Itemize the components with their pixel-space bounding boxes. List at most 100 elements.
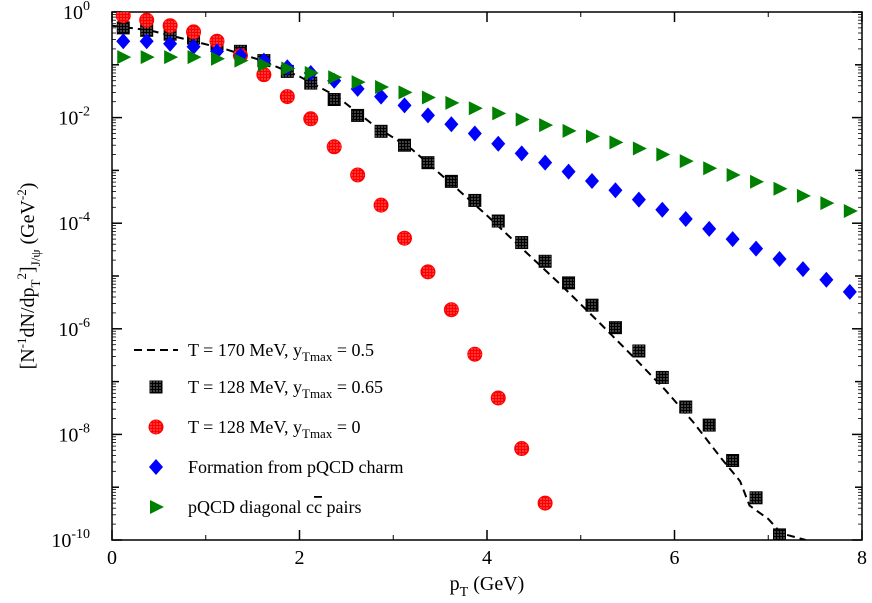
legend-item: Formation from pQCD charm: [149, 457, 403, 477]
data-point: [420, 107, 435, 124]
legend-label: T = 128 MeV, yTmax = 0: [188, 417, 360, 441]
series-circle-dotted: [115, 12, 553, 511]
data-point: [421, 156, 435, 170]
data-point: [679, 154, 694, 169]
data-point: [726, 167, 741, 182]
data-point: [538, 154, 553, 171]
legend-item: T = 128 MeV, yTmax = 0.65: [149, 377, 383, 401]
data-point: [586, 129, 600, 144]
data-point: [351, 75, 366, 90]
data-point: [116, 21, 130, 35]
data-point: [350, 167, 366, 183]
data-point: [537, 495, 553, 511]
data-point: [327, 93, 341, 107]
data-point: [116, 33, 131, 50]
data-point: [609, 135, 624, 150]
y-tick-label: 10-8: [58, 421, 90, 446]
data-point: [749, 240, 764, 257]
data-point: [631, 191, 646, 208]
data-point: [140, 50, 155, 65]
data-point: [490, 390, 506, 406]
x-axis-ticks: 0 2 4 6 8: [107, 12, 867, 569]
data-point: [562, 276, 576, 290]
data-point: [351, 108, 365, 122]
data-point: [162, 18, 178, 34]
data-point: [702, 418, 716, 432]
legend-item: T = 128 MeV, yTmax = 0: [148, 417, 360, 441]
data-point: [703, 161, 718, 176]
data-point: [115, 12, 131, 24]
data-point: [468, 193, 482, 207]
data-point: [726, 454, 740, 468]
data-point: [374, 124, 388, 138]
data-point: [397, 97, 412, 114]
data-point: [397, 230, 412, 246]
legend-swatch: [149, 459, 163, 475]
data-point: [117, 50, 132, 65]
data-point: [281, 61, 296, 76]
legend-label: T = 170 MeV, yTmax = 0.5: [188, 340, 374, 364]
data-point: [443, 302, 459, 318]
data-point: [163, 35, 178, 52]
data-point: [328, 70, 343, 85]
y-tick-label: 10-6: [58, 316, 90, 341]
data-point: [538, 254, 552, 268]
legend-swatch: [149, 380, 163, 394]
data-point: [398, 85, 413, 100]
data-point: [398, 138, 411, 152]
data-point: [702, 220, 717, 237]
series-diamond: [116, 33, 857, 300]
data-point: [585, 172, 599, 189]
legend-swatch: [150, 500, 164, 514]
data-point: [186, 38, 201, 55]
data-point: [186, 24, 202, 40]
legend-item: pQCD diagonal cc pairs: [150, 497, 361, 517]
data-point: [491, 214, 505, 228]
legend-label: pQCD diagonal cc pairs: [188, 497, 361, 517]
data-point: [375, 79, 390, 94]
data-point: [234, 53, 249, 68]
x-tick-label: 4: [482, 547, 492, 569]
data-point: [632, 141, 647, 156]
data-point: [491, 135, 506, 152]
data-point: [514, 441, 530, 457]
data-point: [725, 231, 740, 248]
dashed-curve: [112, 24, 807, 540]
data-point: [467, 346, 483, 362]
data-point: [515, 236, 529, 250]
data-point: [585, 298, 599, 312]
data-point: [420, 264, 436, 280]
y-tick-label: 100: [63, 0, 90, 24]
x-tick-label: 0: [107, 547, 117, 569]
series-layer: [112, 12, 858, 540]
data-point: [514, 145, 529, 162]
data-point: [750, 174, 765, 189]
data-point: [279, 89, 295, 105]
data-point: [139, 33, 154, 50]
data-point: [796, 188, 811, 203]
data-point: [655, 370, 669, 384]
data-point: [164, 50, 179, 65]
data-point: [211, 51, 225, 66]
legend-label: T = 128 MeV, yTmax = 0.65: [188, 377, 383, 401]
data-point: [842, 283, 857, 300]
data-point: [303, 111, 319, 127]
data-point: [678, 211, 693, 228]
data-point: [257, 57, 272, 72]
data-point: [467, 125, 482, 142]
data-point: [139, 12, 155, 28]
x-tick-label: 2: [295, 547, 305, 569]
data-point: [679, 400, 693, 414]
data-point: [608, 321, 622, 335]
series-dashed-line: [112, 24, 807, 540]
data-point: [187, 50, 202, 65]
data-point: [795, 261, 810, 278]
series-triangle-right: [117, 50, 858, 219]
data-point: [515, 112, 530, 127]
data-point: [772, 250, 787, 267]
data-point: [444, 116, 459, 133]
data-point: [819, 271, 834, 288]
data-point: [468, 101, 483, 116]
data-point: [608, 182, 623, 199]
